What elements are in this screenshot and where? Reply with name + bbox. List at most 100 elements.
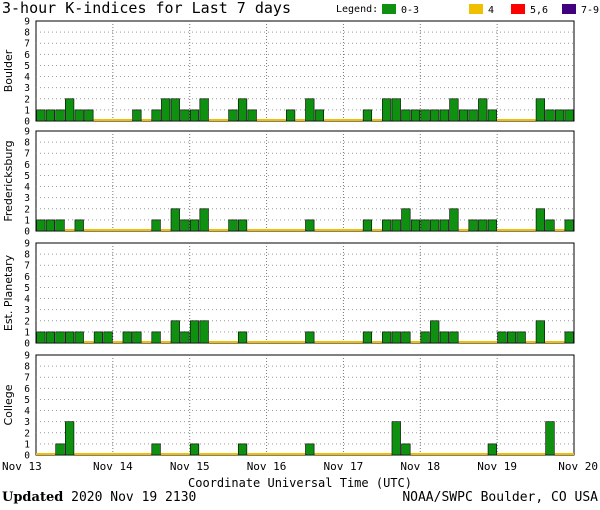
k-index-bar: [189, 320, 200, 344]
k-index-bar-zero: [468, 341, 478, 343]
updated-label: Updated: [2, 490, 64, 505]
k-index-bar: [84, 109, 94, 122]
k-index-bar-zero: [333, 119, 344, 121]
k-index-bar-zero: [324, 119, 334, 121]
k-index-bar: [228, 109, 238, 122]
k-index-bar-zero: [449, 453, 459, 455]
chart-title: 3-hour K-indices for Last 7 days: [2, 0, 291, 17]
k-index-bar-zero: [218, 229, 229, 231]
y-tick-label: 6: [24, 160, 30, 171]
k-index-bar: [170, 98, 180, 122]
k-index-bar-zero: [314, 341, 325, 343]
k-index-bar: [535, 320, 545, 344]
k-index-bar-zero: [410, 453, 421, 455]
k-index-bar-zero: [516, 119, 526, 121]
k-index-bar-zero: [170, 453, 181, 455]
k-index-bar-zero: [458, 229, 469, 231]
k-index-bar: [199, 208, 209, 232]
k-index-bar: [228, 219, 238, 232]
k-index-bar-zero: [372, 341, 382, 343]
k-index-bar-zero: [333, 453, 344, 455]
source-credit: NOAA/SWPC Boulder, CO USA: [402, 490, 598, 505]
k-index-bar-zero: [247, 453, 257, 455]
k-index-bar-zero: [506, 229, 517, 231]
k-index-bar-zero: [458, 453, 469, 455]
y-tick-label: 8: [24, 138, 30, 149]
k-index-bar: [362, 331, 373, 344]
k-index-bar: [45, 331, 56, 344]
updated-timestamp: Updated 2020 Nov 19 2130: [2, 490, 196, 505]
k-index-bar: [401, 443, 411, 456]
y-tick-label: 4: [24, 182, 30, 193]
k-index-bar-zero: [218, 341, 229, 343]
k-index-bar-zero: [458, 341, 469, 343]
y-tick-label: 5: [24, 283, 30, 294]
k-index-bar: [247, 109, 257, 122]
k-index-bar-zero: [477, 453, 488, 455]
y-tick-label: 5: [24, 61, 30, 72]
k-index-bar-zero: [74, 453, 85, 455]
k-index-bar: [439, 331, 449, 344]
k-index-bar-zero: [525, 341, 536, 343]
k-index-bar-zero: [256, 119, 267, 121]
k-index-bar-zero: [362, 453, 373, 455]
y-tick-label: 6: [24, 384, 30, 395]
k-index-bar-zero: [160, 453, 171, 455]
y-tick-label: 1: [24, 327, 30, 338]
k-index-bar: [74, 331, 84, 344]
y-tick-label: 9: [24, 239, 30, 250]
panel-frame: [35, 20, 575, 122]
k-index-bar: [391, 98, 401, 122]
k-index-bar-zero: [93, 229, 104, 231]
k-index-bar-zero: [324, 229, 334, 231]
k-index-bar-zero: [477, 341, 488, 343]
k-index-bar-zero: [247, 341, 257, 343]
k-index-bar: [430, 109, 440, 122]
y-tick-label: 1: [24, 105, 30, 116]
k-index-bar-zero: [103, 453, 113, 455]
k-index-bar-zero: [295, 341, 305, 343]
k-index-bar: [305, 443, 315, 456]
k-index-bar-zero: [122, 119, 133, 121]
y-tick-label: 7: [24, 373, 30, 384]
k-index-bar: [449, 98, 459, 122]
x-tick-label: Nov 13: [2, 460, 42, 473]
k-index-bar-zero: [247, 229, 257, 231]
k-index-bar: [506, 331, 517, 344]
panel-label: Boulder: [2, 49, 15, 92]
k-index-bar: [382, 219, 392, 232]
legend-text-4: 4: [488, 5, 495, 16]
k-index-bar-zero: [410, 341, 421, 343]
k-index-bar: [362, 109, 373, 122]
y-tick-label: 7: [24, 149, 30, 160]
k-index-bar-zero: [506, 453, 517, 455]
x-tick-label: Nov 20: [558, 460, 598, 473]
k-index-bar: [237, 98, 248, 122]
legend-label: Legend:: [336, 4, 379, 15]
legend-swatch-7-9: [562, 4, 576, 14]
k-index-bar-zero: [295, 229, 305, 231]
x-tick-label: Nov 18: [400, 460, 440, 473]
k-index-bar: [151, 109, 161, 122]
y-tick-label: 4: [24, 72, 30, 83]
k-index-bar-zero: [160, 229, 171, 231]
k-index-bar: [382, 98, 392, 122]
k-index-bar-zero: [93, 119, 104, 121]
k-index-bar: [55, 331, 65, 344]
k-index-bar: [305, 331, 315, 344]
k-index-bar: [285, 109, 296, 122]
k-index-bar: [55, 443, 65, 456]
k-index-bar-zero: [324, 453, 334, 455]
k-index-bar: [36, 219, 46, 232]
k-index-bar: [180, 331, 190, 344]
k-index-bar: [564, 331, 574, 344]
k-index-bar-zero: [535, 453, 546, 455]
k-index-bar-zero: [506, 119, 517, 121]
k-index-bar-zero: [112, 453, 123, 455]
legend-text-5-6: 5,6: [530, 5, 549, 16]
k-index-bar-zero: [516, 229, 526, 231]
k-index-bar-zero: [141, 341, 152, 343]
y-tick-label: 8: [24, 28, 30, 39]
k-index-bar-zero: [112, 229, 123, 231]
k-index-bar: [170, 320, 180, 344]
